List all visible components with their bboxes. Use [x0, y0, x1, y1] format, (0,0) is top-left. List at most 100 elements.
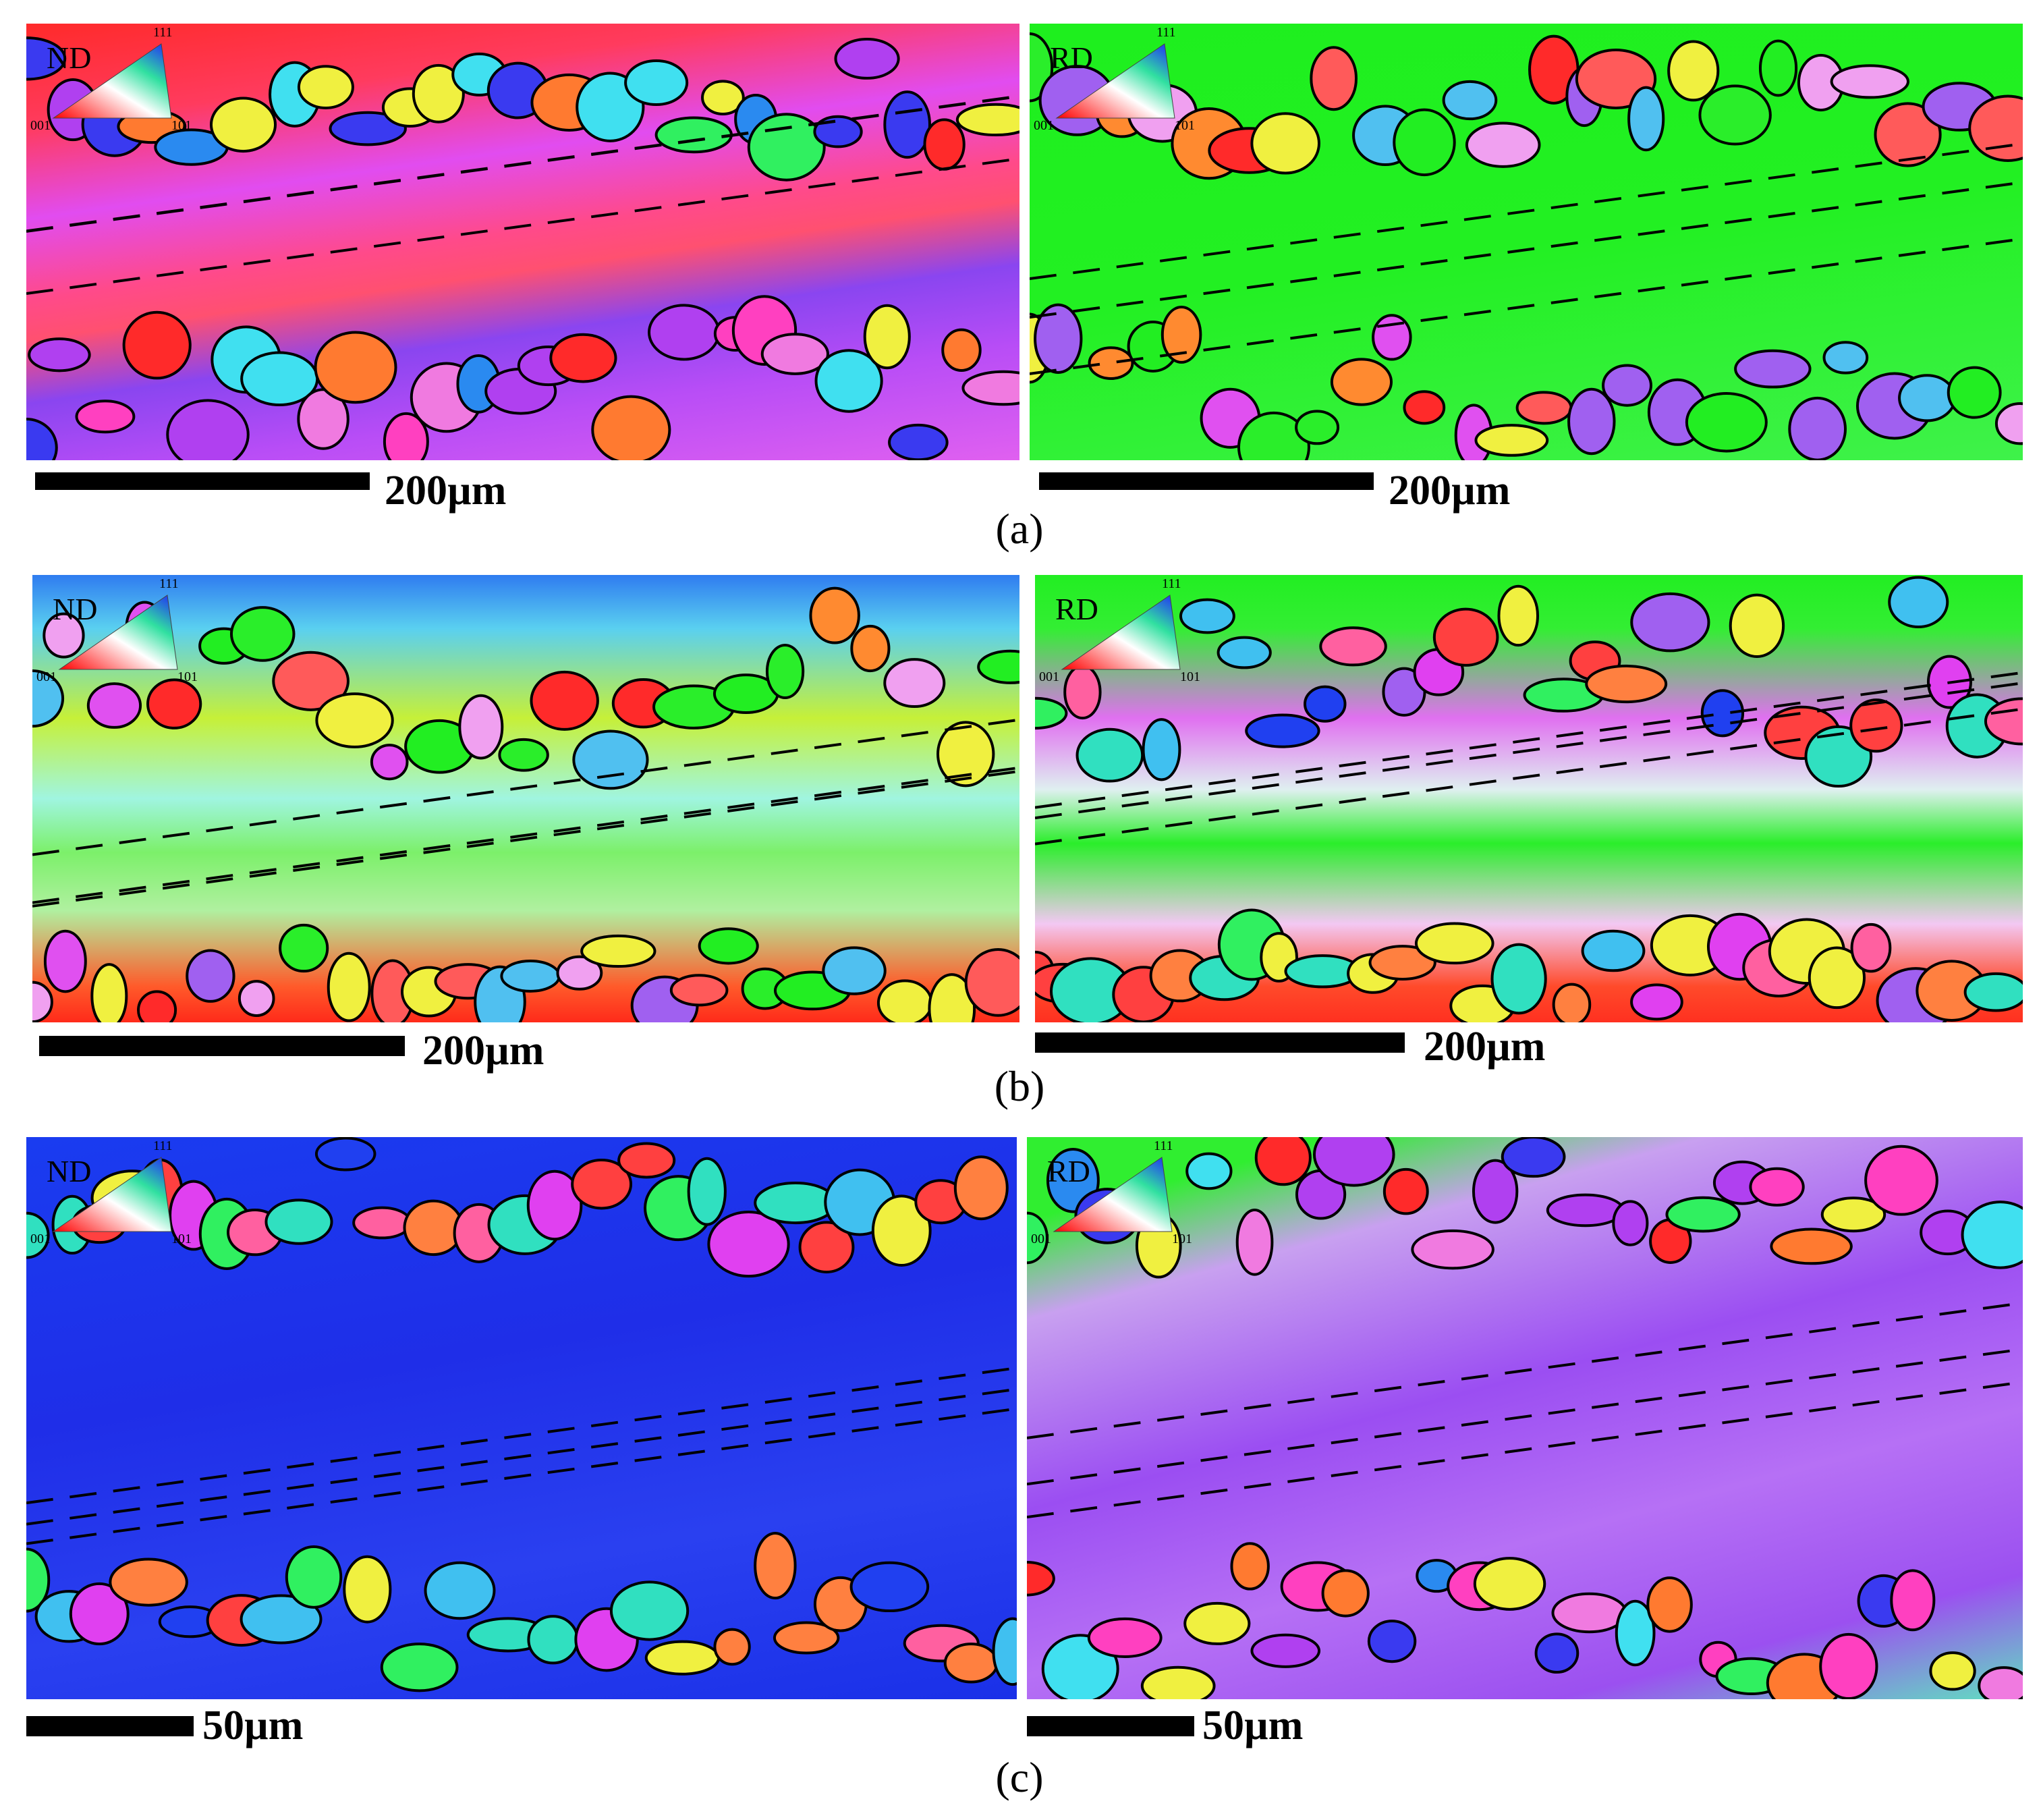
grain [209, 96, 277, 153]
grain [1367, 1620, 1417, 1663]
key-label: 001 [1031, 1232, 1051, 1246]
grain [1490, 943, 1547, 1015]
key-label: 101 [1172, 1232, 1192, 1246]
grain [1830, 64, 1909, 99]
grain [1630, 592, 1710, 653]
key-label: 101 [171, 118, 192, 133]
grain-boundary [1027, 1301, 2023, 1439]
grain-boundary [26, 1407, 1017, 1545]
grain [1820, 1196, 1886, 1233]
grain [1734, 349, 1812, 389]
grain [1140, 1665, 1216, 1699]
grain-boundary [1030, 181, 2023, 319]
grain [285, 1545, 343, 1609]
grain [1534, 1632, 1579, 1674]
grain [572, 729, 649, 790]
grain [849, 1561, 930, 1613]
grain [1819, 1632, 1878, 1699]
key-direction: RD [1047, 1154, 1090, 1188]
grain [1849, 698, 1903, 753]
grain [760, 333, 829, 375]
grain [1411, 1229, 1494, 1270]
grain [1808, 946, 1866, 1010]
grain [713, 1628, 751, 1666]
grain [264, 1198, 333, 1245]
key-direction: ND [47, 1154, 92, 1188]
grain [669, 974, 729, 1007]
scale-bar [1035, 1032, 1405, 1053]
grain [26, 36, 67, 81]
grain [1685, 391, 1768, 453]
grain [648, 304, 721, 361]
scale-bar [39, 1036, 405, 1056]
grain-boundary [26, 1387, 1017, 1526]
grain [1321, 1569, 1370, 1618]
grain [1963, 972, 2023, 1012]
grain [424, 1561, 496, 1620]
grain-boundary [26, 157, 1019, 296]
grain [314, 331, 397, 404]
grain [90, 963, 128, 1022]
grain [166, 399, 250, 460]
grain [1254, 1137, 1312, 1186]
grain [1567, 387, 1616, 456]
key-triangle-shape [52, 1157, 172, 1232]
grain [297, 65, 354, 109]
grain [1898, 374, 1957, 422]
orientation-map: RD 111 001 101 [1035, 575, 2023, 1022]
grain-boundary [1035, 671, 2023, 809]
grain [1888, 576, 1949, 628]
grain [1788, 396, 1847, 460]
key-label: 111 [1154, 1138, 1173, 1153]
grain [798, 1221, 855, 1274]
grain [32, 981, 53, 1022]
grain [1581, 929, 1646, 972]
key-label: 111 [159, 576, 179, 591]
grain [1474, 424, 1549, 457]
grain [380, 1643, 459, 1692]
grain [186, 949, 235, 1003]
grain-boundary [1035, 707, 2023, 846]
grain [1515, 391, 1573, 425]
grain-boundary [32, 766, 1019, 904]
grain [609, 1580, 690, 1641]
grain [698, 927, 759, 965]
grain [1142, 718, 1181, 781]
key-triangle [1061, 595, 1181, 670]
grain [229, 606, 296, 662]
grain [1947, 366, 2002, 419]
panel-label: (b) [994, 1062, 1045, 1110]
grain [1217, 636, 1272, 669]
orientation-map: ND 111 001 101 [26, 24, 1019, 460]
grain [834, 38, 900, 80]
grain [530, 670, 599, 731]
grain [498, 738, 549, 772]
grain-boundary [32, 718, 1019, 856]
key-triangle-shape [1053, 1157, 1173, 1232]
grain [754, 1532, 797, 1600]
grain [813, 115, 863, 148]
key-label: 101 [177, 669, 198, 684]
scale-bar-label: 200µm [422, 1028, 544, 1074]
key-triangle-shape [1061, 595, 1181, 670]
grain [941, 328, 982, 372]
grain [26, 418, 58, 460]
grain [814, 349, 883, 413]
grain [928, 973, 976, 1022]
grain [146, 678, 202, 729]
key-triangle [52, 43, 172, 119]
grain [1330, 358, 1393, 406]
grain [1465, 121, 1541, 168]
key-direction: ND [53, 592, 98, 626]
grain [1473, 1557, 1546, 1611]
key-label: 001 [30, 1232, 51, 1246]
key-direction: ND [47, 40, 92, 75]
grain [977, 649, 1019, 684]
grain-overlay [1035, 576, 2023, 1022]
scale-bar [35, 472, 370, 490]
grain [883, 658, 946, 709]
grain [1630, 983, 1683, 1021]
key-label: 111 [153, 1138, 173, 1153]
grain [1822, 341, 1869, 375]
grain [701, 80, 745, 116]
